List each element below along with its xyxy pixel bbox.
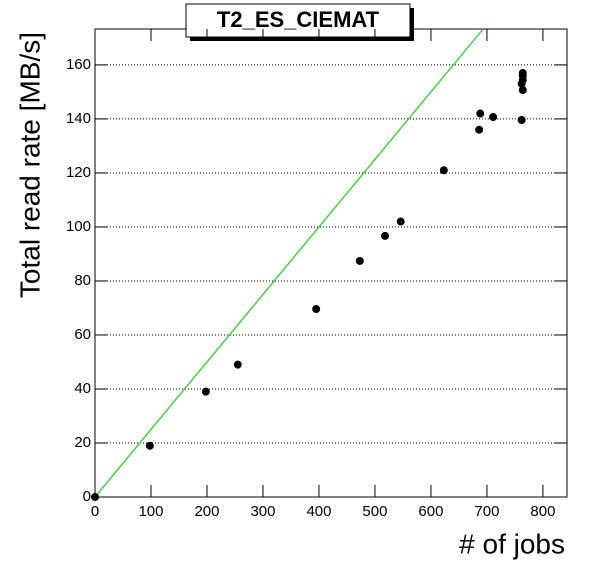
point xyxy=(233,360,242,369)
point xyxy=(518,86,527,95)
point xyxy=(91,493,99,501)
x-tick-label: 500 xyxy=(362,503,387,520)
point xyxy=(355,256,364,265)
point xyxy=(518,69,527,78)
point xyxy=(476,109,485,118)
x-tick-label: 800 xyxy=(530,503,555,520)
y-tick-label: 60 xyxy=(74,326,91,343)
x-tick-label: 600 xyxy=(418,503,443,520)
point xyxy=(475,125,484,134)
y-tick-label: 40 xyxy=(74,380,91,397)
chart-title: T2_ES_CIEMAT xyxy=(217,7,380,32)
reference-line xyxy=(94,29,484,498)
point xyxy=(489,113,498,122)
plot-frame xyxy=(94,28,568,498)
x-tick-label: 400 xyxy=(306,503,331,520)
y-tick-label: 140 xyxy=(66,110,91,127)
point xyxy=(517,116,526,125)
point xyxy=(312,305,321,314)
y-axis-label: Total read rate [MB/s] xyxy=(14,32,45,298)
y-tick-label: 160 xyxy=(66,56,91,73)
y-tick-label: 0 xyxy=(83,488,91,505)
point xyxy=(201,387,210,396)
y-tick-label: 100 xyxy=(66,218,91,235)
x-tick-label: 300 xyxy=(250,503,275,520)
x-tick-label: 100 xyxy=(138,503,163,520)
x-tick-label: 700 xyxy=(474,503,499,520)
y-tick-label: 20 xyxy=(74,434,91,451)
x-tick-label: 0 xyxy=(91,503,99,520)
y-tick-label: 120 xyxy=(66,164,91,181)
x-axis-label: # of jobs xyxy=(459,528,565,559)
point xyxy=(381,231,390,240)
point xyxy=(145,441,154,450)
x-tick-label: 200 xyxy=(194,503,219,520)
y-tick-label: 80 xyxy=(74,272,91,289)
point xyxy=(396,217,405,226)
point xyxy=(439,166,448,175)
title-box xyxy=(185,3,411,38)
